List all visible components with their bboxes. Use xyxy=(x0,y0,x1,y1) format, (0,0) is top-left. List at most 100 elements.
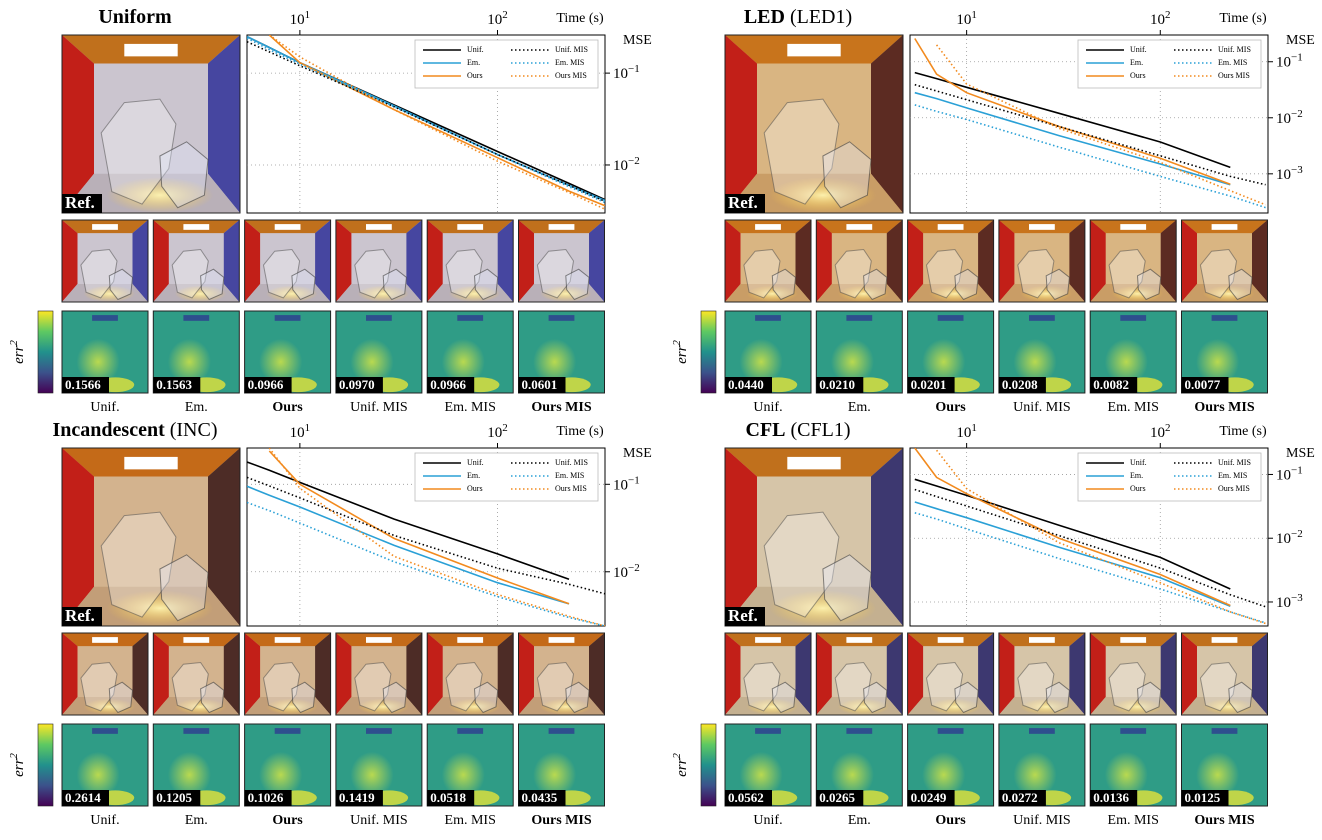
x-tick-label-exponent: 1 xyxy=(305,422,311,434)
error-value: 0.0518 xyxy=(430,790,466,805)
method-label: Ours xyxy=(272,400,303,415)
render xyxy=(999,633,1085,715)
y-tick-label-base: 10 xyxy=(613,67,628,83)
light xyxy=(755,224,781,230)
method-label: Unif. MIS xyxy=(1013,400,1071,415)
error-value: 0.0125 xyxy=(1185,790,1221,805)
y-tick-label-exponent: −1 xyxy=(628,474,640,486)
colorbar-label-base: err xyxy=(674,758,690,776)
ref-label: Ref. xyxy=(65,606,95,625)
method-label: Unif. xyxy=(90,400,119,415)
y-tick-label: 10−1 xyxy=(1276,464,1303,484)
render xyxy=(816,633,902,715)
error-value: 0.1563 xyxy=(156,377,192,392)
error-value: 0.0562 xyxy=(728,790,764,805)
method-label: Unif. xyxy=(90,813,119,828)
method-label: Ours MIS xyxy=(531,400,592,415)
render xyxy=(427,220,513,302)
error-light xyxy=(1029,728,1055,734)
legend-label: Em. xyxy=(1130,471,1143,480)
legend-label: Unif. MIS xyxy=(1218,458,1251,467)
legend-label: Ours xyxy=(1130,71,1146,80)
method-label: Ours MIS xyxy=(531,813,592,828)
legend-label: Unif. MIS xyxy=(1218,45,1251,54)
legend-label: Em. MIS xyxy=(1218,58,1247,67)
x-tick-label-base: 10 xyxy=(1150,12,1165,28)
error-value: 0.0208 xyxy=(1002,377,1038,392)
x-tick-label-exponent: 2 xyxy=(1165,9,1171,21)
light xyxy=(1120,637,1146,643)
error-value: 0.0440 xyxy=(728,377,764,392)
colorbar xyxy=(701,724,716,806)
panel-title-note: (INC) xyxy=(170,419,218,441)
x-tick-label: 101 xyxy=(290,422,311,442)
y-tick-label-exponent: −1 xyxy=(1291,51,1303,63)
x-tick-label: 102 xyxy=(487,9,507,29)
panel-title-main: LED xyxy=(744,6,785,28)
error-value: 0.0966 xyxy=(248,377,284,392)
method-label: Em. MIS xyxy=(445,813,496,828)
legend-label: Unif. xyxy=(1130,45,1147,54)
y-tick-label-exponent: −2 xyxy=(1291,107,1303,119)
light xyxy=(92,224,118,230)
error-light xyxy=(1212,728,1238,734)
figure: UniformRef.0.1566Unif.0.1563Em.0.0966Our… xyxy=(0,0,1322,840)
render xyxy=(62,220,148,302)
error-value: 0.1026 xyxy=(248,790,284,805)
method-label: Ours xyxy=(935,813,966,828)
x-tick-label-base: 10 xyxy=(290,425,305,441)
legend-label: Em. MIS xyxy=(555,471,584,480)
light xyxy=(787,457,840,469)
x-tick-label-exponent: 1 xyxy=(971,9,977,21)
y-tick-label-exponent: −2 xyxy=(628,155,640,167)
render xyxy=(725,633,811,715)
x-axis-label: Time (s) xyxy=(556,424,604,439)
render xyxy=(1090,220,1176,302)
y-tick-label-base: 10 xyxy=(1276,55,1291,71)
light xyxy=(275,224,301,230)
render xyxy=(153,220,239,302)
light xyxy=(1120,224,1146,230)
ref-label: Ref. xyxy=(728,193,758,212)
y-tick-label-exponent: −3 xyxy=(1291,163,1303,175)
colorbar xyxy=(38,724,53,806)
error-value: 0.0601 xyxy=(522,377,558,392)
ref-label: Ref. xyxy=(728,606,758,625)
render xyxy=(519,633,605,715)
error-light xyxy=(183,315,209,321)
ref-label: Ref. xyxy=(65,193,95,212)
render xyxy=(816,220,902,302)
error-light xyxy=(1029,315,1055,321)
legend-label: Ours MIS xyxy=(555,71,587,80)
legend-label: Em. MIS xyxy=(1218,471,1247,480)
error-value: 0.0201 xyxy=(911,377,947,392)
light xyxy=(124,44,177,56)
light xyxy=(183,224,209,230)
light xyxy=(846,224,872,230)
light xyxy=(938,224,964,230)
light xyxy=(366,224,392,230)
render xyxy=(519,220,605,302)
light xyxy=(457,637,483,643)
y-tick-label: 10−1 xyxy=(613,474,640,494)
render xyxy=(1182,633,1268,715)
light xyxy=(275,637,301,643)
render xyxy=(725,35,903,213)
light xyxy=(938,637,964,643)
method-label: Unif. xyxy=(753,813,782,828)
error-light xyxy=(183,728,209,734)
x-tick-label-exponent: 1 xyxy=(971,422,977,434)
colorbar-label-base: err xyxy=(674,345,690,363)
y-tick-label-exponent: −2 xyxy=(1291,528,1303,540)
error-light xyxy=(755,315,781,321)
error-light xyxy=(549,315,575,321)
render xyxy=(725,448,903,626)
method-label: Em. MIS xyxy=(1108,400,1159,415)
panel-title-main: Incandescent xyxy=(53,419,166,441)
x-axis-label: Time (s) xyxy=(1219,11,1267,26)
error-light xyxy=(549,728,575,734)
error-light xyxy=(938,315,964,321)
error-light xyxy=(366,728,392,734)
x-tick-label-base: 10 xyxy=(956,12,971,28)
method-label: Ours MIS xyxy=(1194,400,1255,415)
